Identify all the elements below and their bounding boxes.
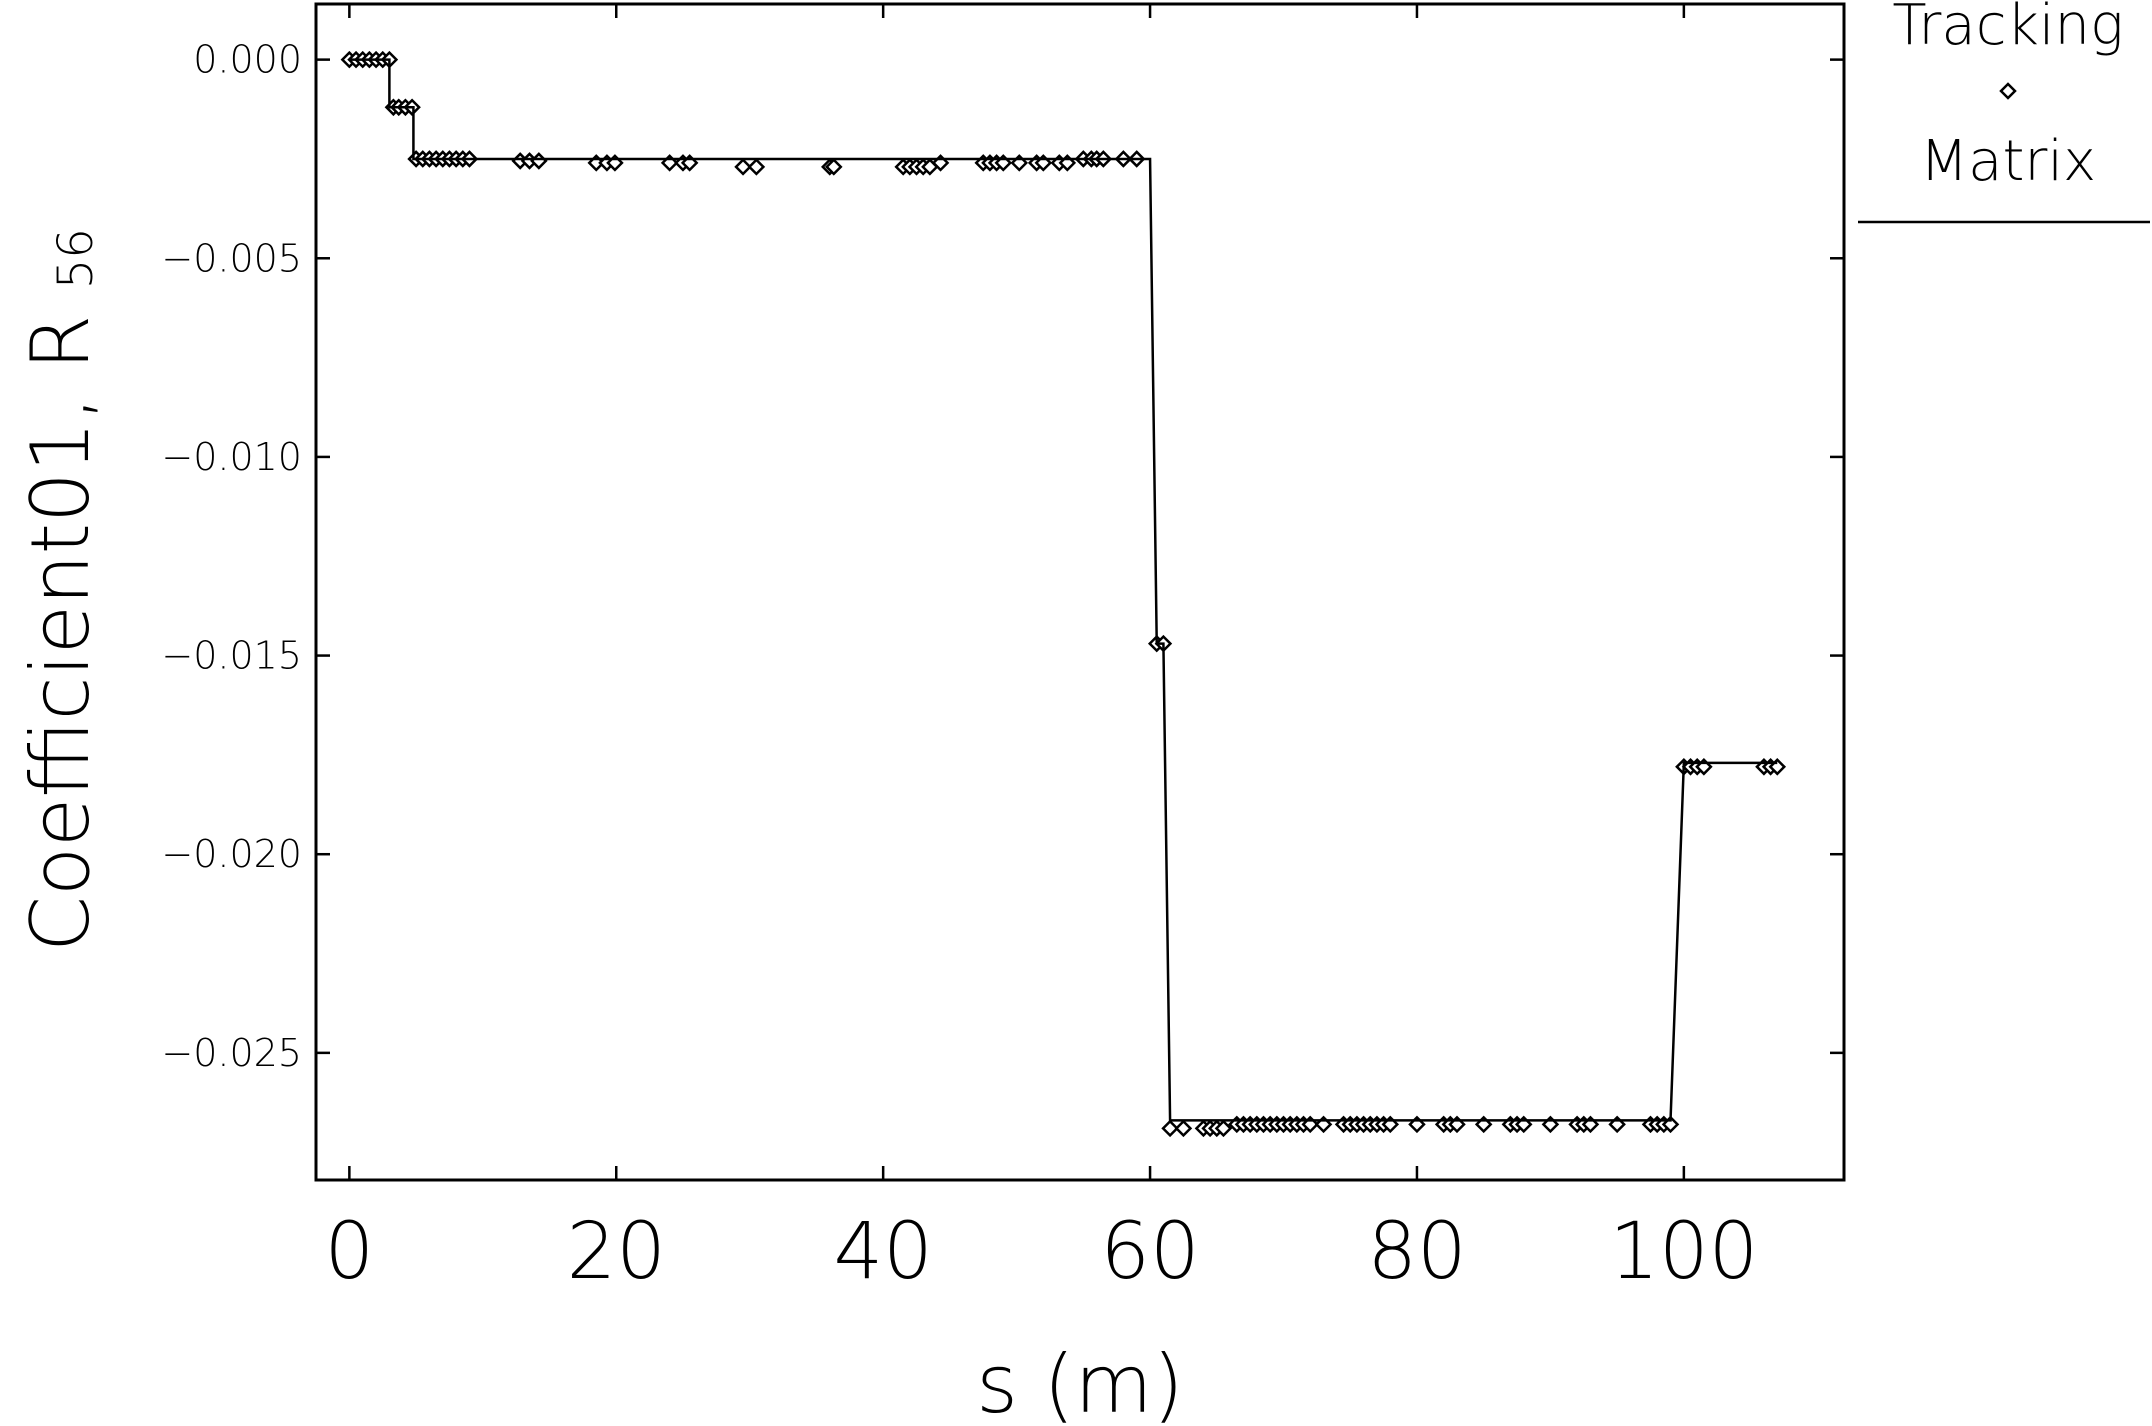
x-tick-label: 60	[1100, 1207, 1199, 1297]
legend: Tracking Matrix	[1858, 0, 2150, 224]
tracking-point-marker	[1214, 1119, 1233, 1138]
x-tick-label: 20	[567, 1207, 666, 1297]
tracking-point-marker	[1174, 1119, 1193, 1138]
tracking-point-marker	[530, 152, 548, 170]
series-layer	[340, 50, 1787, 1138]
x-axis-title: s (m)	[976, 1338, 1183, 1426]
y-tick-label: 0.000	[193, 38, 302, 82]
tracking-point-marker	[734, 158, 752, 176]
y-axis-title-main: Coefficient01, R	[14, 315, 107, 952]
y-tick-label: −0.025	[161, 1031, 302, 1075]
y-tick-label: −0.010	[161, 435, 302, 479]
x-tick-label: 100	[1609, 1207, 1758, 1297]
y-tick-label: −0.015	[161, 634, 302, 678]
y-axis-ticks: 0.000 −0.005 −0.010 −0.015 −0.020 −0.025	[161, 38, 1844, 1075]
svg-text:Coefficient01, R 56: Coefficient01, R 56	[14, 228, 107, 952]
x-tick-label: 40	[834, 1207, 933, 1297]
x-tick-label: 0	[325, 1207, 375, 1297]
x-tick-label: 80	[1367, 1207, 1466, 1297]
tracking-point-marker	[825, 158, 843, 176]
y-axis-title: Coefficient01, R 56	[14, 228, 107, 952]
legend-marker-diamond	[1999, 82, 2017, 100]
legend-label-matrix: Matrix	[1920, 129, 2096, 194]
plot-frame	[314, 2, 1846, 1182]
x-axis-ticks: 0 20 40 60 80 100	[325, 4, 1758, 1297]
y-tick-label: −0.020	[161, 832, 302, 876]
y-axis-title-subscript: 56	[48, 228, 104, 289]
y-tick-label: −0.005	[161, 236, 302, 280]
legend-label-tracking: Tracking	[1892, 0, 2123, 58]
matrix-series-line	[349, 58, 1778, 1122]
tracking-point-marker	[747, 158, 766, 176]
tracking-point-marker	[1161, 1119, 1179, 1138]
